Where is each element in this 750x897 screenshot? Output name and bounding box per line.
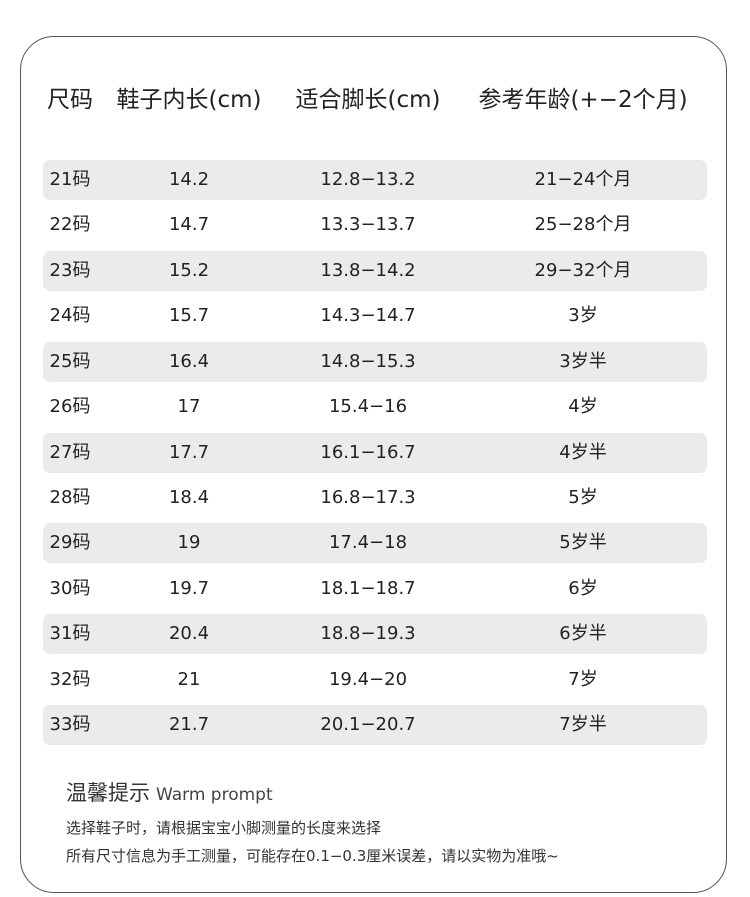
table-cell: 12.8−13.2 — [320, 169, 416, 190]
table-cell: 24码 — [49, 305, 91, 327]
header-cell: 尺码 — [47, 87, 93, 113]
table-cell: 13.3−13.7 — [320, 214, 416, 236]
table-cell: 21.7 — [168, 714, 210, 736]
table-cell: 5岁半 — [559, 532, 607, 554]
table-cell: 25码 — [49, 350, 91, 372]
table-cell: 17 — [177, 396, 201, 418]
table-cell: 29−32个月 — [534, 259, 632, 281]
header-cell: 适合脚长(cm) — [295, 87, 441, 113]
tip-line: 选择鞋子时，请根据宝宝小脚测量的长度来选择 — [66, 819, 382, 837]
table-cell: 17.4−18 — [328, 532, 408, 554]
table-cell: 14.2 — [168, 169, 210, 190]
table-cell: 26码 — [49, 396, 91, 418]
table-cell: 16.1−16.7 — [320, 441, 416, 463]
table-cell: 13.8−14.2 — [320, 259, 416, 281]
table-cell: 19.7 — [168, 577, 210, 599]
table-cell: 4岁半 — [559, 441, 607, 463]
table-cell: 17.7 — [168, 441, 210, 463]
table-cell: 7岁 — [568, 668, 598, 690]
table-cell: 19.4−20 — [328, 668, 408, 690]
tips-title: 温馨提示 — [66, 781, 150, 805]
table-cell: 5岁 — [568, 486, 598, 508]
table-cell: 6岁半 — [559, 623, 607, 645]
table-cell: 21 — [177, 668, 201, 690]
frame — [20, 36, 727, 893]
table-cell: 32码 — [49, 668, 91, 690]
table-cell: 4岁 — [568, 396, 598, 418]
tips-subtitle: Warm prompt — [156, 785, 273, 805]
table-cell: 25−28个月 — [534, 214, 632, 236]
table-cell: 14.7 — [168, 214, 210, 236]
table-cell: 33码 — [49, 714, 91, 736]
table-cell: 15.7 — [168, 305, 210, 327]
table-cell: 18.1−18.7 — [320, 577, 416, 599]
table-cell: 18.8−19.3 — [320, 623, 416, 645]
table-cell: 31码 — [49, 623, 91, 645]
table-cell: 3岁半 — [559, 350, 607, 372]
tips-heading: 温馨提示 Warm prompt — [66, 777, 273, 807]
table-cell: 19 — [177, 532, 201, 554]
table-cell: 27码 — [49, 441, 91, 463]
table-cell: 20.1−20.7 — [320, 714, 416, 736]
table-cell: 20.4 — [168, 623, 210, 645]
table-cell: 14.8−15.3 — [320, 350, 416, 372]
table-cell: 7岁半 — [559, 714, 607, 736]
table-cell: 16.4 — [168, 350, 210, 372]
row-band — [43, 341, 707, 382]
table-cell: 30码 — [49, 577, 91, 599]
table-cell: 21−24个月 — [534, 169, 632, 190]
table-cell: 29码 — [49, 532, 91, 554]
table-cell: 21码 — [49, 169, 91, 190]
row-band — [43, 160, 707, 200]
table-cell: 15.4−16 — [328, 396, 408, 418]
row-band — [43, 523, 707, 564]
row-band — [43, 705, 707, 746]
header-cell: 鞋子内长(cm) — [116, 87, 262, 113]
header-cell: 参考年龄(+−2个月) — [478, 87, 688, 113]
table-cell: 14.3−14.7 — [320, 305, 416, 327]
row-band — [43, 614, 707, 655]
row-band — [43, 250, 707, 291]
row-band — [43, 432, 707, 473]
tip-line: 所有尺寸信息为手工测量，可能存在0.1−0.3厘米误差，请以实物为准哦~ — [66, 847, 559, 865]
table-cell: 6岁 — [568, 577, 598, 599]
table-cell: 3岁 — [568, 305, 598, 327]
table-cell: 28码 — [49, 486, 91, 508]
table-cell: 22码 — [49, 214, 91, 236]
table-cell: 18.4 — [168, 486, 210, 508]
table-cell: 16.8−17.3 — [320, 486, 416, 508]
table-cell: 23码 — [49, 259, 91, 281]
table-cell: 15.2 — [168, 259, 210, 281]
